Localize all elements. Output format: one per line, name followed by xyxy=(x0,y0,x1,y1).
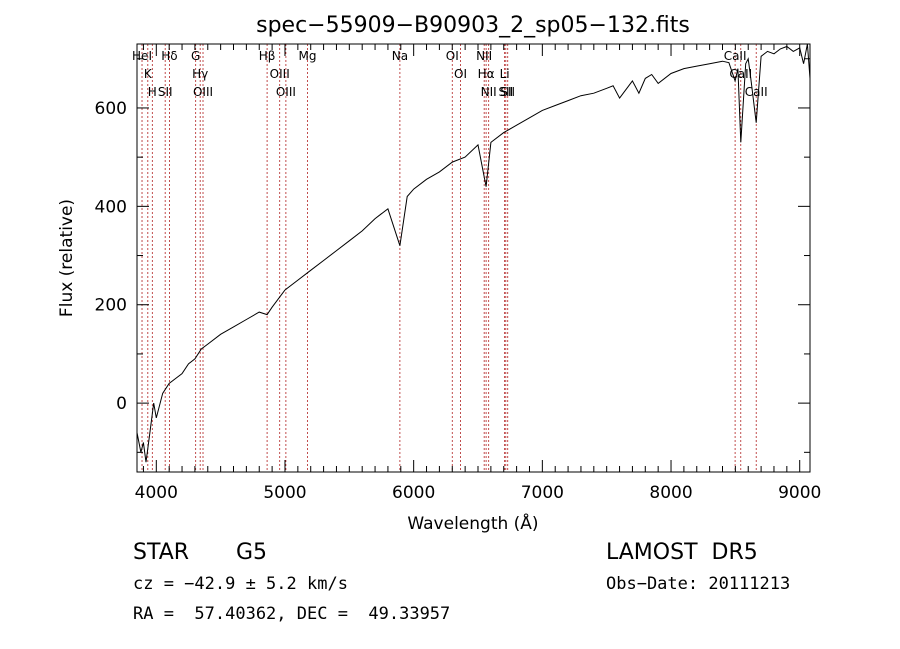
y-axis-label: Flux (relative) xyxy=(57,199,77,317)
line-label: OIII xyxy=(193,85,213,99)
line-markers xyxy=(141,44,757,472)
line-label: Mg xyxy=(299,49,317,63)
line-label: NII xyxy=(476,49,492,63)
x-axis-label: Wavelength (Å) xyxy=(407,512,538,534)
line-label: G xyxy=(191,49,200,63)
line-label: OI xyxy=(446,49,459,63)
x-tick-label: 7000 xyxy=(521,483,564,503)
coordinates-text: RA = 57.40362, DEC = 49.33957 xyxy=(133,604,451,624)
y-tick-label: 400 xyxy=(95,197,127,217)
x-axis: 4000 5000 6000 7000 8000 9000 xyxy=(135,44,821,503)
x-tick-label: 4000 xyxy=(135,483,178,503)
line-label: Hα xyxy=(478,67,495,81)
line-label: HeI xyxy=(132,49,152,63)
line-label: SII xyxy=(498,85,513,99)
line-label: CaII xyxy=(724,49,747,63)
line-label: Hγ xyxy=(192,67,208,81)
spectrum-line xyxy=(136,43,811,463)
chart-title: spec−55909−B90903_2_sp05−132.fits xyxy=(256,13,690,38)
line-label: OIII xyxy=(270,67,290,81)
y-axis: 0 200 400 600 xyxy=(95,58,810,453)
line-label: H xyxy=(148,85,157,99)
line-label: Na xyxy=(392,49,408,63)
plot-frame xyxy=(136,43,811,473)
survey-label: LAMOST DR5 xyxy=(606,540,758,565)
y-tick-label: 600 xyxy=(95,99,127,119)
object-subclass: G5 xyxy=(236,540,268,565)
line-label: CaII xyxy=(745,85,768,99)
obs-date-text: Obs−Date: 20111213 xyxy=(606,574,791,594)
object-class: STAR xyxy=(133,540,190,565)
x-tick-label: 9000 xyxy=(778,483,821,503)
y-tick-label: 0 xyxy=(116,394,127,414)
line-label: SII xyxy=(500,85,515,99)
x-tick-label: 5000 xyxy=(263,483,306,503)
line-label: NII xyxy=(481,85,497,99)
line-label: OI xyxy=(454,67,467,81)
line-label: K xyxy=(144,67,153,81)
x-tick-label: 8000 xyxy=(649,483,692,503)
line-label: Hβ xyxy=(259,49,276,63)
redshift-text: cz = −42.9 ± 5.2 km/s xyxy=(133,574,348,594)
x-tick-label: 6000 xyxy=(392,483,435,503)
line-label: CaII xyxy=(729,67,752,81)
line-label: Hδ xyxy=(161,49,177,63)
line-label: SII xyxy=(158,85,173,99)
line-label: Li xyxy=(500,67,510,81)
y-tick-label: 200 xyxy=(95,296,127,316)
line-label: OIII xyxy=(276,85,296,99)
